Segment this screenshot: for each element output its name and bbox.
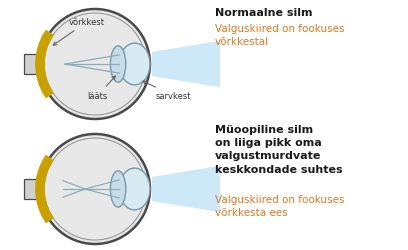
Circle shape [40,134,150,244]
Text: lääts: lääts [88,77,115,101]
Text: Normaalne silm: Normaalne silm [215,8,313,18]
Ellipse shape [111,171,126,207]
FancyBboxPatch shape [24,55,42,75]
Ellipse shape [119,168,150,210]
Text: võrkkest: võrkkest [53,18,105,46]
Polygon shape [152,42,220,88]
FancyBboxPatch shape [24,179,42,199]
Text: Valguskiired on fookuses
võrkkestal: Valguskiired on fookuses võrkkestal [215,24,344,47]
Ellipse shape [111,47,126,83]
Circle shape [40,10,150,120]
Polygon shape [152,166,220,212]
Ellipse shape [119,44,150,86]
Text: Valguskiired on fookuses
võrkkesta ees: Valguskiired on fookuses võrkkesta ees [215,194,344,217]
Text: Müoopiline silm
on liiga pikk oma
valgustmurdvate
keskkondade suhtes: Müoopiline silm on liiga pikk oma valgus… [215,124,343,174]
Text: sarvkest: sarvkest [143,82,191,101]
